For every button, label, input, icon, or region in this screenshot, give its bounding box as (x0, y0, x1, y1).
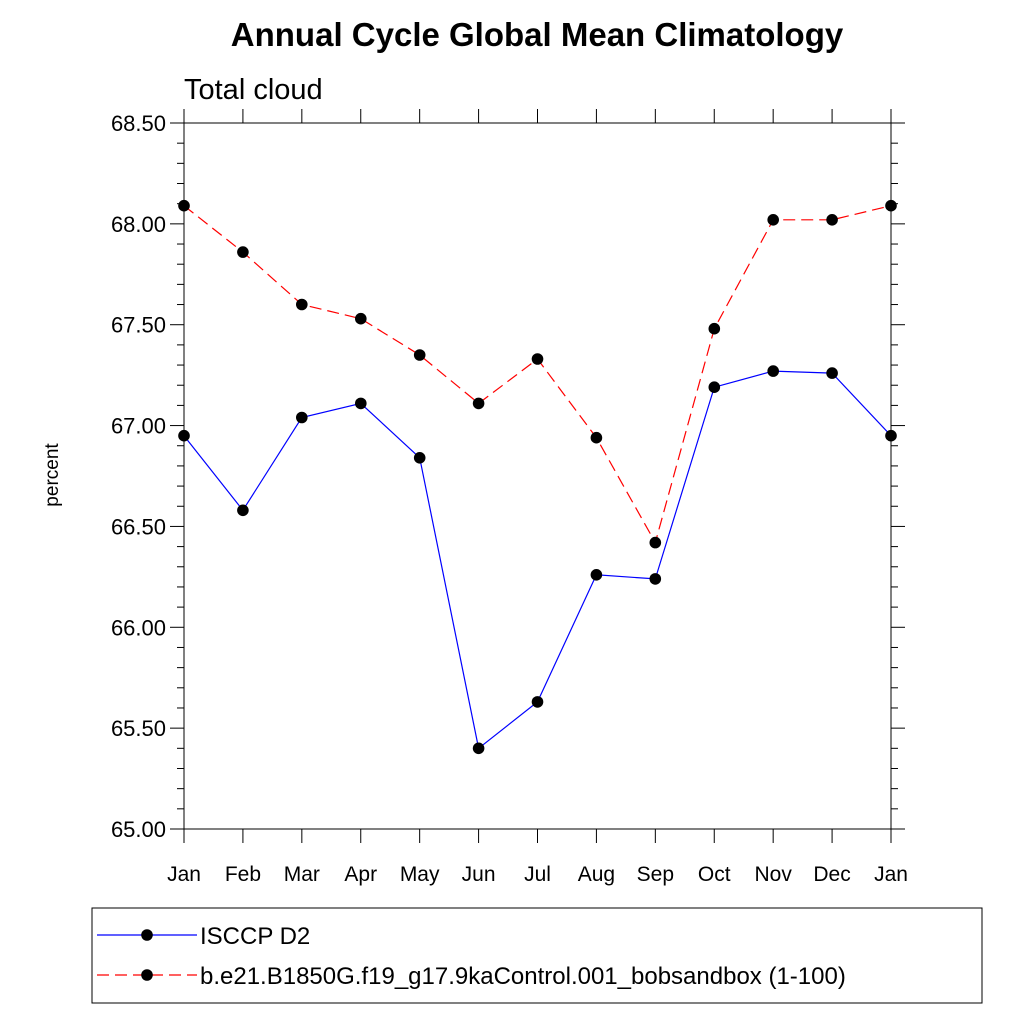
x-tick-label: Apr (344, 863, 377, 886)
data-point (355, 397, 367, 410)
plot-frame (183, 122, 892, 830)
data-point (767, 214, 779, 226)
data-point (885, 429, 897, 442)
y-tick-label: 67.00 (111, 414, 166, 439)
data-point (885, 199, 897, 212)
series-2 (178, 199, 897, 549)
series-1 (178, 365, 897, 755)
legend-marker (141, 969, 153, 981)
y-tick-label: 66.50 (111, 514, 166, 539)
x-tick-label: Jan (167, 863, 201, 886)
x-tick-label: Jun (462, 863, 496, 886)
data-point (826, 367, 838, 379)
legend-label: b.e21.B1850G.f19_g17.9kaControl.001_bobs… (200, 963, 846, 990)
y-tick-label: 66.00 (111, 615, 166, 640)
data-point (178, 429, 190, 442)
y-tick-label: 67.50 (111, 313, 166, 338)
data-point (767, 365, 779, 377)
data-point (296, 411, 308, 424)
legend: ISCCP D2 b.e21.B1850G.f19_g17.9kaControl.… (97, 923, 846, 990)
y-tick-label: 68.50 (111, 111, 166, 136)
legend-item-1: ISCCP D2 (97, 923, 310, 950)
data-point (531, 696, 544, 708)
x-tick-label: Aug (578, 863, 615, 886)
legend-item-2: b.e21.B1850G.f19_g17.9kaControl.001_bobs… (97, 963, 846, 990)
data-point (472, 397, 485, 410)
x-tick-label: Dec (813, 863, 850, 886)
data-point (472, 742, 485, 755)
series-layer (178, 199, 897, 755)
legend-label: ISCCP D2 (200, 923, 310, 950)
data-point (590, 569, 603, 581)
data-point (531, 353, 544, 365)
data-point (178, 199, 190, 212)
data-point (237, 246, 249, 258)
data-point (708, 381, 721, 394)
x-tick-labels: Jan Feb Mar Apr May Jun Jul Aug Sep Oct Nov Dec Jan (167, 863, 908, 886)
y-axis-label: percent (42, 443, 63, 507)
data-point (649, 536, 662, 549)
x-tick-label: May (400, 863, 440, 886)
x-tick-label: Jan (874, 863, 908, 886)
x-tick-label: Mar (284, 863, 320, 886)
data-point (237, 504, 249, 517)
x-tick-label: Jul (524, 863, 551, 886)
data-point (413, 452, 426, 464)
axis-ticks (170, 109, 905, 843)
legend-box (91, 907, 983, 1004)
y-tick-label: 65.00 (111, 817, 166, 842)
x-tick-label: Oct (698, 863, 731, 886)
data-point (649, 573, 662, 585)
x-tick-label: Nov (754, 863, 792, 886)
data-point (826, 214, 838, 226)
legend-marker (141, 929, 153, 941)
series-line (183, 370, 892, 750)
chart-title: Annual Cycle Global Mean Climatology (231, 16, 844, 53)
series-line (183, 205, 892, 545)
y-tick-label: 65.50 (111, 716, 166, 741)
y-tick-label: 68.00 (111, 212, 166, 237)
data-point (355, 312, 367, 325)
data-point (590, 431, 603, 444)
data-point (413, 349, 426, 361)
data-point (708, 322, 721, 335)
x-tick-label: Sep (637, 863, 674, 886)
x-tick-label: Feb (225, 863, 261, 886)
y-tick-labels: 65.00 65.50 66.00 66.50 67.00 67.50 68.00 68.50 (111, 111, 166, 842)
data-point (296, 298, 308, 311)
chart-subtitle: Total cloud (184, 74, 323, 106)
